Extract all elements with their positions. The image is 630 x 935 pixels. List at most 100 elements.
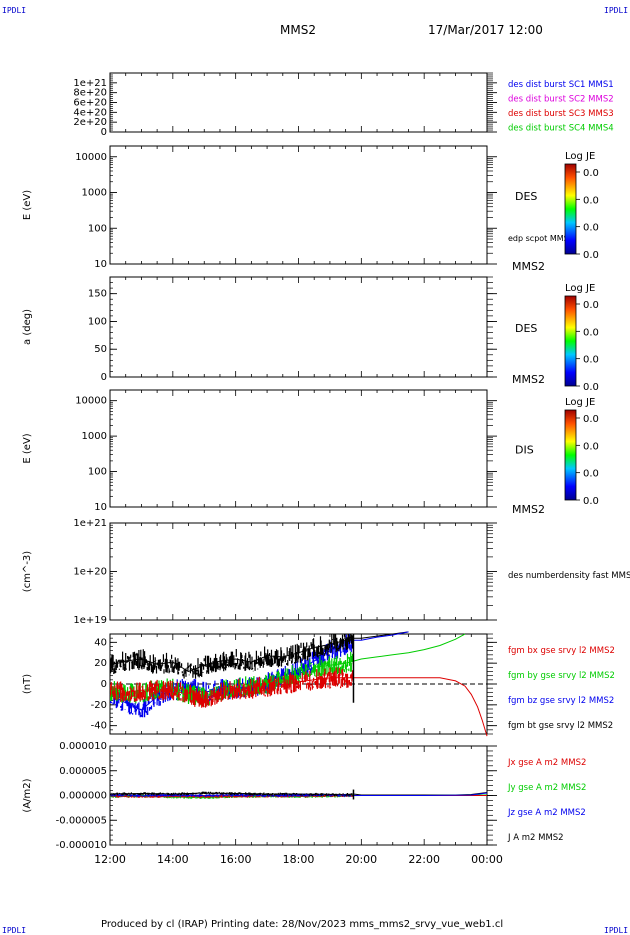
y-axis-label: E (eV) — [22, 190, 33, 220]
corner-logo-top-left: IPDLI — [2, 6, 27, 15]
y-tick-label: -40 — [91, 721, 107, 732]
spacecraft-label: MMS2 — [512, 260, 545, 273]
page-title: MMS2 — [280, 23, 316, 37]
colorbar-tick-label: 0.0 — [583, 250, 599, 261]
panel-dis-energy: 10 100 1000 10000 E (eV) DIS MMS2 Log JE 0.0 0.0 0… — [22, 389, 599, 516]
y-tick-label: -0.000005 — [56, 815, 107, 826]
y-tick-label: 150 — [88, 289, 107, 300]
page-date: 17/Mar/2017 12:00 — [428, 23, 543, 37]
panel-frame — [109, 72, 488, 133]
y-axis-label: E (eV) — [22, 433, 33, 463]
y-tick-label: 0.000005 — [59, 766, 107, 777]
y-tick-label: 20 — [94, 658, 107, 669]
colorbar-tick-label: 0.0 — [583, 300, 599, 311]
extra-label: edp scpot MMS2 — [508, 234, 574, 243]
panel-des-pitch: 0 50 100 150 a (deg) DES MMS2 Log JE 0.0 0.0 0.0 0.… — [22, 276, 599, 393]
legend-entry: Jy gse A m2 MMS2 — [507, 783, 586, 793]
colorbar-tick-label: 0.0 — [583, 496, 599, 507]
y-tick-label: 1e+21 — [73, 518, 107, 529]
colorbar-tick-label: 0.0 — [583, 441, 599, 452]
y-tick-label: 1e+21 — [73, 78, 107, 89]
colorbar — [564, 163, 577, 255]
noise-band — [110, 789, 355, 800]
panel-frame — [109, 522, 488, 621]
colorbar — [564, 409, 577, 501]
x-tick-label: 18:00 — [283, 853, 315, 866]
legend-entry: Jz gse A m2 MMS2 — [507, 808, 586, 818]
y-tick-label: 0 — [101, 372, 107, 383]
y-tick-label: 40 — [94, 637, 107, 648]
spacecraft-label: MMS2 — [512, 373, 545, 386]
y-tick-label: -0.000010 — [56, 840, 107, 851]
y-tick-label: 0.000000 — [59, 791, 107, 802]
x-tick-label: 14:00 — [157, 853, 189, 866]
y-tick-label: 10000 — [75, 396, 107, 407]
x-tick-label: 16:00 — [220, 853, 252, 866]
legend-entry: des numberdensity fast MMS2 — [508, 571, 630, 581]
series-noise-black — [110, 791, 354, 796]
instrument-label: DES — [515, 190, 537, 203]
y-tick-label: 10 — [94, 259, 107, 270]
panel-bfield: -40 -20 0 20 40 (nT) fgm bx gse srvy l2 MMS2 fg… — [22, 631, 615, 737]
legend-entry: J A m2 MMS2 — [507, 833, 564, 843]
y-axis-label: (cm^-3) — [22, 551, 33, 592]
legend-entry: des dist burst SC1 MMS1 — [508, 80, 614, 90]
y-tick-label: 4e+20 — [73, 107, 107, 118]
legend-entry: Jx gse A m2 MMS2 — [507, 758, 586, 768]
colorbar-tick-label: 0.0 — [583, 223, 599, 234]
corner-logo-bottom-left: IPDLI — [2, 926, 27, 935]
instrument-label: DIS — [515, 444, 534, 457]
legend-entry: des dist burst SC3 MMS3 — [508, 109, 614, 119]
x-tick-label: 20:00 — [345, 853, 377, 866]
y-tick-label: 100 — [88, 467, 107, 478]
y-axis-label: (A/m2) — [22, 778, 33, 812]
footer-text: Produced by cl (IRAP) Printing date: 28/… — [101, 919, 504, 930]
legend-entry: fgm by gse srvy l2 MMS2 — [508, 671, 615, 681]
colorbar-tick-label: 0.0 — [583, 355, 599, 366]
colorbar-tick-label: 0.0 — [583, 168, 599, 179]
colorbar-title: Log JE — [565, 397, 595, 408]
y-tick-label: 50 — [94, 344, 107, 355]
spacecraft-label: MMS2 — [512, 503, 545, 516]
legend-entry: fgm bx gse srvy l2 MMS2 — [508, 646, 615, 656]
y-tick-label: 0.000010 — [59, 741, 107, 752]
panel-current: -0.000010 -0.000005 0.000000 0.000005 0.0000… — [22, 741, 586, 866]
y-tick-label: 0 — [101, 127, 107, 138]
legend-entry: fgm bz gse srvy l2 MMS2 — [508, 696, 614, 706]
x-tick-label: 22:00 — [408, 853, 440, 866]
panel-frame — [109, 389, 488, 508]
legend-entry: des dist burst SC2 MMS2 — [508, 95, 614, 105]
y-tick-label: 0 — [101, 679, 107, 690]
y-tick-label: 100 — [88, 316, 107, 327]
series-noise-black — [110, 634, 354, 680]
y-tick-label: 1e+19 — [73, 615, 107, 626]
y-tick-label: 2e+20 — [73, 117, 107, 128]
corner-logo-top-right: IPDLI — [604, 6, 629, 15]
y-axis-label: (nT) — [22, 674, 33, 694]
panel-des-energy: 10 100 1000 10000 E (eV) DES MMS2 edp scpot MMS… — [22, 145, 599, 273]
x-tick-label: 00:00 — [471, 853, 503, 866]
noise-band — [110, 634, 355, 718]
panel-frame — [109, 276, 488, 378]
x-tick-label: 12:00 — [94, 853, 126, 866]
colorbar-tick-label: 0.0 — [583, 414, 599, 425]
colorbar-tick-label: 0.0 — [583, 469, 599, 480]
colorbar-tick-label: 0.0 — [583, 327, 599, 338]
panel-density: 1e+19 1e+20 1e+21 (cm^-3) des numberdensity … — [22, 518, 630, 626]
colorbar-title: Log JE — [565, 283, 595, 294]
y-tick-label: 1000 — [82, 431, 107, 442]
series-noise-red — [110, 667, 354, 708]
y-tick-label: 10000 — [75, 152, 107, 163]
y-tick-label: 6e+20 — [73, 98, 107, 109]
y-tick-label: 100 — [88, 223, 107, 234]
instrument-label: DES — [515, 322, 537, 335]
colorbar-tick-label: 0.0 — [583, 195, 599, 206]
y-tick-label: 1e+20 — [73, 567, 107, 578]
colorbar-title: Log JE — [565, 151, 595, 162]
corner-logo-bottom-right: IPDLI — [604, 926, 629, 935]
legend-entry: fgm bt gse srvy l2 MMS2 — [508, 721, 613, 731]
legend-entry: des dist burst SC4 MMS4 — [508, 124, 614, 134]
